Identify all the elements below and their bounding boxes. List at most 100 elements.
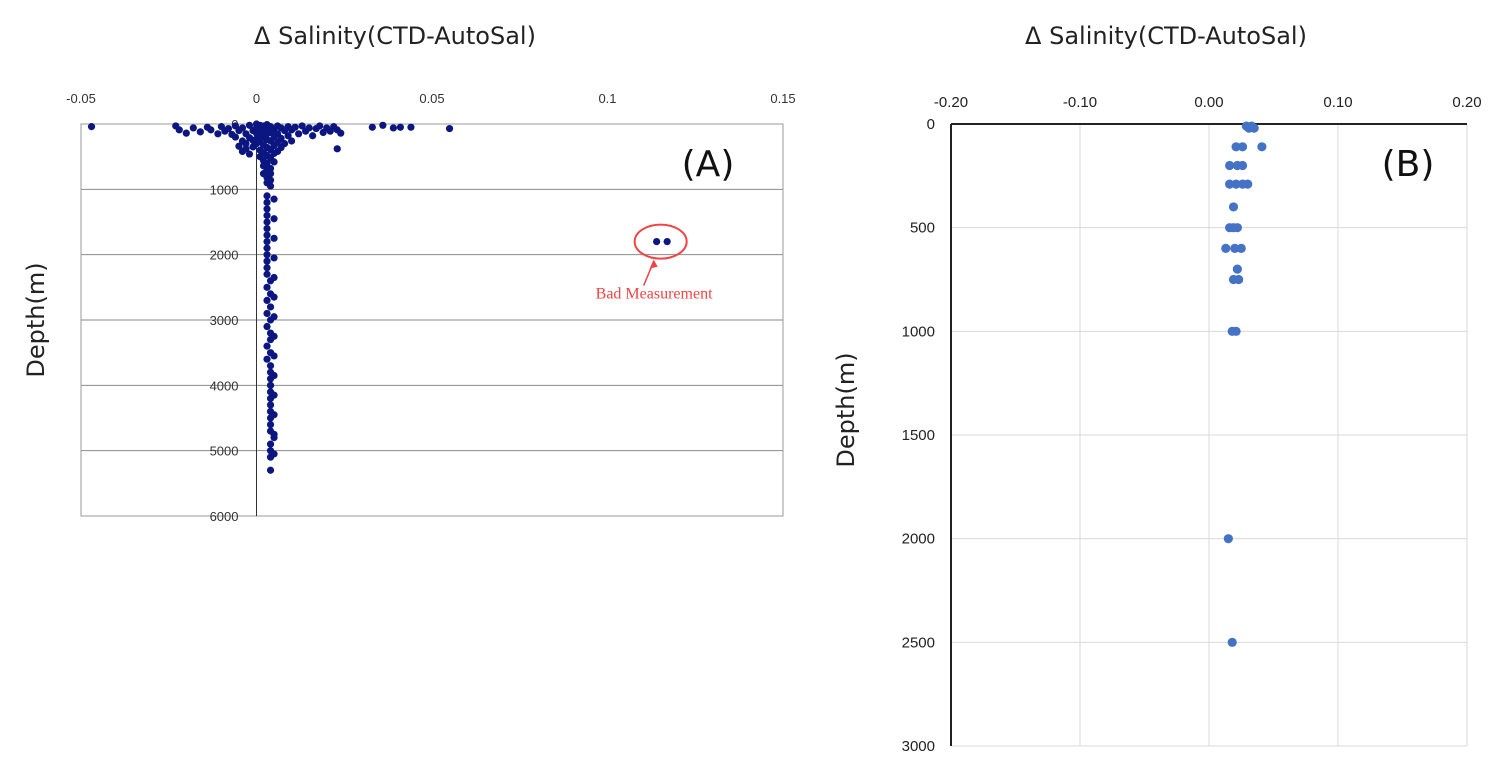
chart-a-x-tick-label: 0.05 bbox=[419, 91, 444, 106]
chart-b-y-tick-label: 2000 bbox=[902, 531, 935, 548]
chart-a-data-point bbox=[207, 126, 215, 134]
chart-a-data-point bbox=[270, 215, 278, 223]
chart-a-data-point bbox=[270, 234, 278, 242]
chart-a-data-point bbox=[663, 238, 671, 246]
chart-a-data-point bbox=[277, 134, 285, 142]
chart-b-title: Δ Salinity(CTD-AutoSal) bbox=[1025, 22, 1307, 50]
chart-a-data-point bbox=[295, 130, 303, 138]
chart-b-y-tick-label: 3000 bbox=[902, 738, 935, 755]
chart-a-data-point bbox=[270, 450, 278, 458]
chart-b-data-point bbox=[1237, 160, 1248, 171]
chart-a-data-point bbox=[224, 124, 233, 133]
chart-a-data-point bbox=[266, 182, 275, 190]
chart-a-data-point bbox=[407, 123, 415, 131]
chart-b-x-tick-label: 0.00 bbox=[1194, 94, 1223, 111]
chart-a-data-point bbox=[270, 352, 278, 360]
chart-a-data-point bbox=[263, 211, 271, 220]
chart-b-data-point bbox=[1249, 123, 1259, 133]
chart-a-data-point bbox=[263, 238, 271, 246]
chart-a-data-point bbox=[396, 123, 405, 131]
chart-a-y-tick-label: 6000 bbox=[210, 509, 239, 524]
chart-a-data-point bbox=[288, 137, 296, 145]
chart-a-data-point bbox=[263, 355, 271, 363]
chart-a-data-point bbox=[368, 123, 376, 131]
chart-b-data-point bbox=[1231, 142, 1241, 152]
chart-b-y-tick-label: 0 bbox=[927, 116, 935, 133]
bad-measurement-label: Bad Measurement bbox=[596, 286, 713, 303]
chart-a-y-tick-label: 3000 bbox=[210, 313, 239, 328]
chart-a-x-tick-label: -0.05 bbox=[66, 91, 96, 106]
chart-a-data-point bbox=[266, 420, 275, 429]
panel-a-label: (A) bbox=[682, 144, 735, 185]
chart-b-y-tick-labels: 0 500 1000 1500 2000 2500 3000 bbox=[902, 116, 935, 755]
chart-a-data-point bbox=[316, 122, 324, 130]
chart-a-data-point bbox=[379, 121, 387, 129]
chart-a-data-point bbox=[263, 192, 271, 200]
chart-a-data-point bbox=[242, 145, 250, 153]
chart-a-data-point bbox=[263, 198, 271, 206]
chart-b-data-point bbox=[1227, 637, 1237, 647]
chart-a-data-point bbox=[298, 122, 306, 130]
chart-b-y-axis-label: Depth(m) bbox=[832, 352, 860, 467]
chart-a-data-point bbox=[263, 251, 271, 259]
chart-a-gridlines bbox=[81, 188, 783, 452]
chart-a-x-tick-label: 0.15 bbox=[770, 91, 795, 106]
chart-a-y-tick-label: 1000 bbox=[210, 182, 239, 197]
chart-a-data-point bbox=[263, 224, 271, 233]
chart-a-data-point bbox=[266, 164, 275, 173]
chart-a-data-point bbox=[263, 264, 271, 272]
chart-a-plot-frame bbox=[80, 123, 784, 517]
chart-b-x-tick-label: -0.20 bbox=[934, 94, 968, 111]
chart-b-data-point bbox=[1221, 243, 1231, 253]
chart-a-data-point bbox=[280, 140, 289, 148]
chart-a-data-point bbox=[235, 142, 243, 150]
chart-a-data-point bbox=[87, 123, 96, 131]
chart-a-data-point bbox=[270, 332, 278, 340]
chart-a-data-point bbox=[196, 128, 204, 136]
chart-a-data-point bbox=[263, 322, 271, 331]
bad-measurement-circle bbox=[633, 223, 688, 260]
chart-a-y-tick-label: 2000 bbox=[210, 248, 239, 263]
chart-b-y-tick-label: 500 bbox=[910, 220, 935, 237]
chart-a-data-point bbox=[263, 342, 271, 350]
chart-a-data-point bbox=[263, 309, 271, 318]
chart-a-data-point bbox=[245, 121, 254, 129]
chart-a-data-point bbox=[266, 381, 275, 389]
chart-b-data-point bbox=[1234, 274, 1244, 285]
chart-b-y-tick-label: 1000 bbox=[902, 323, 935, 340]
bad-measurement-arrowhead bbox=[649, 259, 658, 269]
chart-b-data-point bbox=[1232, 264, 1242, 274]
chart-a-data-point bbox=[263, 257, 271, 265]
chart-a-data-point bbox=[266, 303, 275, 311]
chart-a-data-point bbox=[270, 158, 278, 166]
chart-a-data-point bbox=[263, 270, 271, 278]
chart-a-data-point bbox=[238, 124, 247, 132]
chart-b-x-tick-label: 0.20 bbox=[1452, 94, 1481, 111]
chart-a-data-point bbox=[305, 124, 313, 132]
chart-a-data-point bbox=[242, 140, 250, 148]
chart-a-data-point bbox=[266, 176, 275, 184]
chart-b-data-point bbox=[1232, 223, 1242, 233]
chart-a-data-point bbox=[337, 129, 345, 137]
chart-a-data-point bbox=[263, 205, 271, 213]
chart-a-y-tick-label: 5000 bbox=[210, 444, 239, 459]
chart-b-data-points bbox=[1221, 121, 1267, 647]
chart-a-data-point bbox=[270, 195, 278, 203]
chart-b-data-point bbox=[1231, 179, 1241, 189]
chart-a-data-point bbox=[270, 411, 278, 419]
chart-b-data-point bbox=[1243, 179, 1253, 189]
chart-a-data-point bbox=[175, 126, 183, 134]
chart-a-data-point bbox=[266, 440, 275, 448]
chart-a-data-points bbox=[87, 120, 671, 474]
chart-a-data-point bbox=[263, 159, 271, 167]
chart-b-data-point bbox=[1257, 142, 1267, 152]
chart-a-data-point bbox=[270, 273, 278, 282]
chart-a-data-point bbox=[266, 401, 275, 409]
chart-a-data-point bbox=[270, 371, 278, 380]
chart-a-data-point bbox=[284, 132, 292, 140]
chart-a-title: Δ Salinity(CTD-AutoSal) bbox=[254, 22, 536, 50]
chart-a-y-tick-label: 4000 bbox=[210, 378, 239, 393]
chart-a-data-point bbox=[333, 145, 341, 153]
chart-b-data-point bbox=[1230, 243, 1240, 253]
